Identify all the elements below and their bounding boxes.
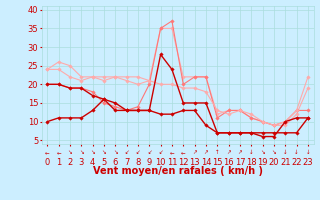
Text: ↙: ↙ (124, 150, 129, 155)
Text: ↙: ↙ (136, 150, 140, 155)
Text: ↓: ↓ (294, 150, 299, 155)
Text: ↘: ↘ (90, 150, 95, 155)
Text: 9: 9 (147, 158, 152, 167)
Text: ↙: ↙ (158, 150, 163, 155)
Text: ↗: ↗ (204, 150, 208, 155)
Text: 23: 23 (303, 158, 313, 167)
Text: ←: ← (56, 150, 61, 155)
Text: 10: 10 (155, 158, 166, 167)
Text: 18: 18 (246, 158, 257, 167)
Text: ↙: ↙ (147, 150, 152, 155)
Text: ↘: ↘ (260, 150, 265, 155)
Text: 0: 0 (45, 158, 50, 167)
Text: 19: 19 (257, 158, 268, 167)
Text: ←: ← (45, 150, 50, 155)
Text: ↘: ↘ (102, 150, 106, 155)
Text: 5: 5 (101, 158, 107, 167)
Text: ←: ← (181, 150, 186, 155)
Text: ↓: ↓ (306, 150, 310, 155)
Text: ↘: ↘ (68, 150, 72, 155)
Text: 22: 22 (291, 158, 302, 167)
Text: 1: 1 (56, 158, 61, 167)
Text: ↗: ↗ (238, 150, 242, 155)
Text: ↓: ↓ (283, 150, 288, 155)
Text: ←: ← (170, 150, 174, 155)
Text: 12: 12 (178, 158, 188, 167)
Text: 21: 21 (280, 158, 291, 167)
Text: 4: 4 (90, 158, 95, 167)
Text: ↓: ↓ (249, 150, 253, 155)
Text: ↑: ↑ (215, 150, 220, 155)
Text: 14: 14 (201, 158, 211, 167)
Text: 20: 20 (269, 158, 279, 167)
Text: 15: 15 (212, 158, 222, 167)
Text: ↘: ↘ (272, 150, 276, 155)
X-axis label: Vent moyen/en rafales ( km/h ): Vent moyen/en rafales ( km/h ) (92, 166, 263, 176)
Text: ↘: ↘ (113, 150, 117, 155)
Text: 13: 13 (189, 158, 200, 167)
Text: 2: 2 (67, 158, 73, 167)
Text: ↘: ↘ (79, 150, 84, 155)
Text: 8: 8 (135, 158, 140, 167)
Text: ↗: ↗ (226, 150, 231, 155)
Text: 11: 11 (167, 158, 177, 167)
Text: ↗: ↗ (192, 150, 197, 155)
Text: 16: 16 (223, 158, 234, 167)
Text: 7: 7 (124, 158, 129, 167)
Text: 17: 17 (235, 158, 245, 167)
Text: 6: 6 (113, 158, 118, 167)
Text: 3: 3 (79, 158, 84, 167)
